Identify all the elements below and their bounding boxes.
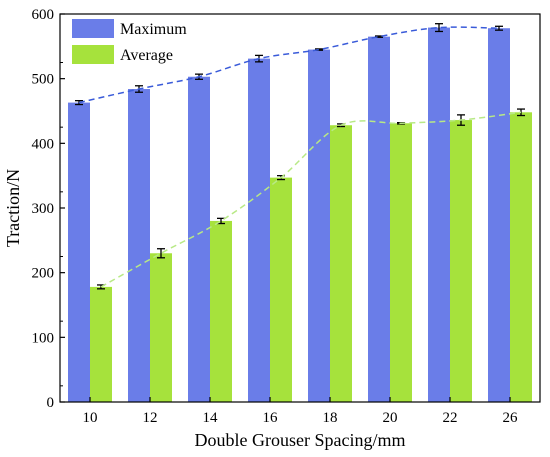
bar-maximum-10 xyxy=(68,102,90,403)
trend-line-maximum xyxy=(78,26,500,104)
error-bar-maximum-22 xyxy=(435,23,443,33)
bar-maximum-14 xyxy=(188,76,210,402)
y-tick-label: 100 xyxy=(32,330,55,346)
y-axis-title: Traction/N xyxy=(3,169,23,247)
error-bar-average-12 xyxy=(157,248,165,259)
bar-maximum-26 xyxy=(488,28,510,403)
trend-lines-layer xyxy=(78,26,522,288)
x-tick-label-22: 22 xyxy=(443,410,458,426)
bar-average-10 xyxy=(90,286,112,402)
legend-swatch-average xyxy=(72,45,114,64)
x-tick-label-10: 10 xyxy=(83,410,98,426)
bar-average-18 xyxy=(330,125,352,402)
bar-average-22 xyxy=(450,120,472,402)
y-tick-label: 200 xyxy=(32,266,55,282)
legend: Maximum Average xyxy=(72,19,187,64)
x-tick-label-26: 26 xyxy=(503,410,519,426)
trend-line-average xyxy=(100,111,522,288)
x-tick-label-18: 18 xyxy=(323,410,338,426)
bar-maximum-18 xyxy=(308,49,330,403)
bar-maximum-16 xyxy=(248,58,270,403)
bar-average-12 xyxy=(150,253,172,402)
error-bar-maximum-10 xyxy=(75,100,83,106)
bars-layer xyxy=(68,27,532,403)
y-tick-label: 600 xyxy=(32,7,55,23)
axes-layer: 0 100 200 300 400 500 600 10 12 14 16 18 20 22 26 xyxy=(32,7,541,426)
legend-label-maximum: Maximum xyxy=(120,21,187,38)
y-tick-label: 400 xyxy=(32,136,55,152)
bar-average-20 xyxy=(390,123,412,402)
bar-average-16 xyxy=(270,177,292,402)
bar-maximum-12 xyxy=(128,89,150,402)
y-tick-label: 300 xyxy=(32,201,55,217)
x-tick-label-20: 20 xyxy=(383,410,398,426)
legend-label-average: Average xyxy=(120,47,173,64)
x-tick-label-16: 16 xyxy=(263,410,279,426)
y-tick-label: 500 xyxy=(32,72,55,88)
x-axis-title: Double Grouser Spacing/mm xyxy=(195,430,406,450)
bar-average-26 xyxy=(510,112,532,402)
y-tick-label: 0 xyxy=(47,395,55,411)
x-tick-label-12: 12 xyxy=(143,410,158,426)
legend-swatch-maximum xyxy=(72,19,114,38)
bar-maximum-20 xyxy=(368,36,390,403)
bar-average-14 xyxy=(210,220,232,402)
x-tick-label-14: 14 xyxy=(203,410,219,426)
error-bar-maximum-26 xyxy=(495,25,503,31)
bar-maximum-22 xyxy=(428,27,450,403)
